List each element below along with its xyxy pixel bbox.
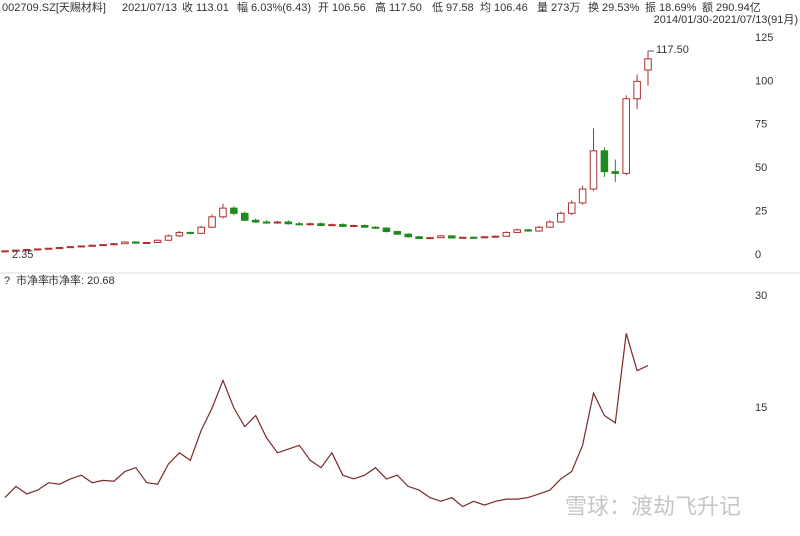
- high-label: 117.50: [656, 44, 689, 56]
- candle-body: [426, 237, 434, 240]
- candle-body: [524, 229, 532, 232]
- candle-body: [339, 224, 347, 227]
- candle-body: [88, 244, 96, 247]
- y-tick-label: 25: [755, 206, 767, 218]
- candle-body: [546, 221, 554, 228]
- candle-body: [513, 229, 521, 233]
- pane-legend: 市净率: 20.68: [48, 273, 115, 287]
- y-tick-label: 75: [755, 119, 767, 131]
- candle-body: [175, 231, 184, 237]
- candle-body: [77, 245, 86, 248]
- candle-body: [349, 224, 358, 227]
- candle-body: [240, 212, 249, 221]
- candle-body: [1, 250, 9, 253]
- candle-body: [99, 244, 107, 247]
- candle-body: [480, 236, 489, 239]
- header-item: 幅 6.03%(6.43): [237, 1, 311, 14]
- candle-body: [295, 223, 304, 226]
- candle-body: [12, 249, 20, 252]
- candle-body: [382, 227, 391, 233]
- candle-body: [197, 226, 205, 234]
- candle-body: [132, 241, 140, 244]
- candle-body: [262, 221, 271, 224]
- candle-body: [415, 236, 423, 240]
- candle-body: [219, 207, 227, 218]
- symbol: 002709.SZ[天赐材料]: [2, 0, 106, 14]
- candle-body: [121, 241, 129, 245]
- candle-body: [567, 202, 576, 214]
- candle-body: [23, 248, 31, 251]
- candle-body: [437, 235, 445, 239]
- candle-body: [633, 80, 641, 100]
- candle-body: [589, 150, 598, 190]
- header-item: 开 106.56: [318, 2, 366, 14]
- y-tick-label: 30: [755, 290, 767, 302]
- candle-body: [208, 216, 216, 228]
- header-item: 振 18.69%: [645, 0, 697, 14]
- low-label: 2.35: [12, 249, 33, 261]
- candle-body: [66, 246, 75, 249]
- candle-body: [230, 207, 238, 214]
- candle-body: [153, 239, 162, 244]
- candle-body: [251, 219, 260, 223]
- header-item: 量 273万: [537, 1, 580, 14]
- y-tick-label: 100: [755, 75, 773, 87]
- header-item: 低 97.58: [432, 1, 474, 14]
- candle-body: [535, 226, 543, 232]
- candle-body: [448, 235, 456, 239]
- candle-body: [33, 248, 42, 251]
- pane-title: 市净率: [16, 273, 49, 287]
- candle-body: [469, 236, 478, 239]
- watermark: 雪球：渡劫飞升记: [565, 494, 741, 519]
- candle-body: [273, 221, 282, 224]
- candle-body: [404, 233, 413, 238]
- candle-body: [491, 235, 500, 238]
- candle-body: [306, 223, 314, 226]
- y-tick-label: 15: [755, 402, 767, 414]
- candle-body: [328, 224, 336, 227]
- pane-mark: ?: [4, 275, 10, 287]
- candle-body: [142, 242, 151, 245]
- candle-body: [44, 247, 53, 250]
- candle-body: [393, 231, 402, 235]
- candle-body: [622, 98, 630, 174]
- candle-body: [110, 243, 118, 246]
- candle-body: [164, 235, 173, 241]
- header-item: 均 106.46: [480, 1, 528, 14]
- candle-body: [186, 231, 195, 234]
- candle-body: [600, 150, 609, 173]
- candle-body: [458, 236, 467, 239]
- date: 2021/07/13: [122, 2, 177, 14]
- date-range: 2014/01/30-2021/07/13(91月): [654, 14, 798, 26]
- candle-body: [644, 58, 652, 71]
- header-item: 收 113.01: [182, 0, 229, 14]
- candle-body: [284, 221, 293, 225]
- candle-body: [578, 188, 587, 204]
- candle-body: [557, 212, 565, 223]
- pb-line: [4, 333, 649, 508]
- header-item: 换 29.53%: [588, 0, 640, 14]
- candle-body: [317, 223, 325, 226]
- y-tick-label: 50: [755, 162, 767, 174]
- candle-body: [360, 224, 369, 228]
- candle-body: [371, 226, 380, 229]
- candle-body: [55, 247, 64, 250]
- candle-body: [502, 231, 511, 237]
- header-item: 高 117.50: [375, 0, 422, 14]
- candle-body: [611, 171, 620, 174]
- y-tick-label: 125: [755, 32, 773, 44]
- header-item: 额 290.94亿: [702, 1, 761, 14]
- y-tick-label: 0: [755, 249, 761, 261]
